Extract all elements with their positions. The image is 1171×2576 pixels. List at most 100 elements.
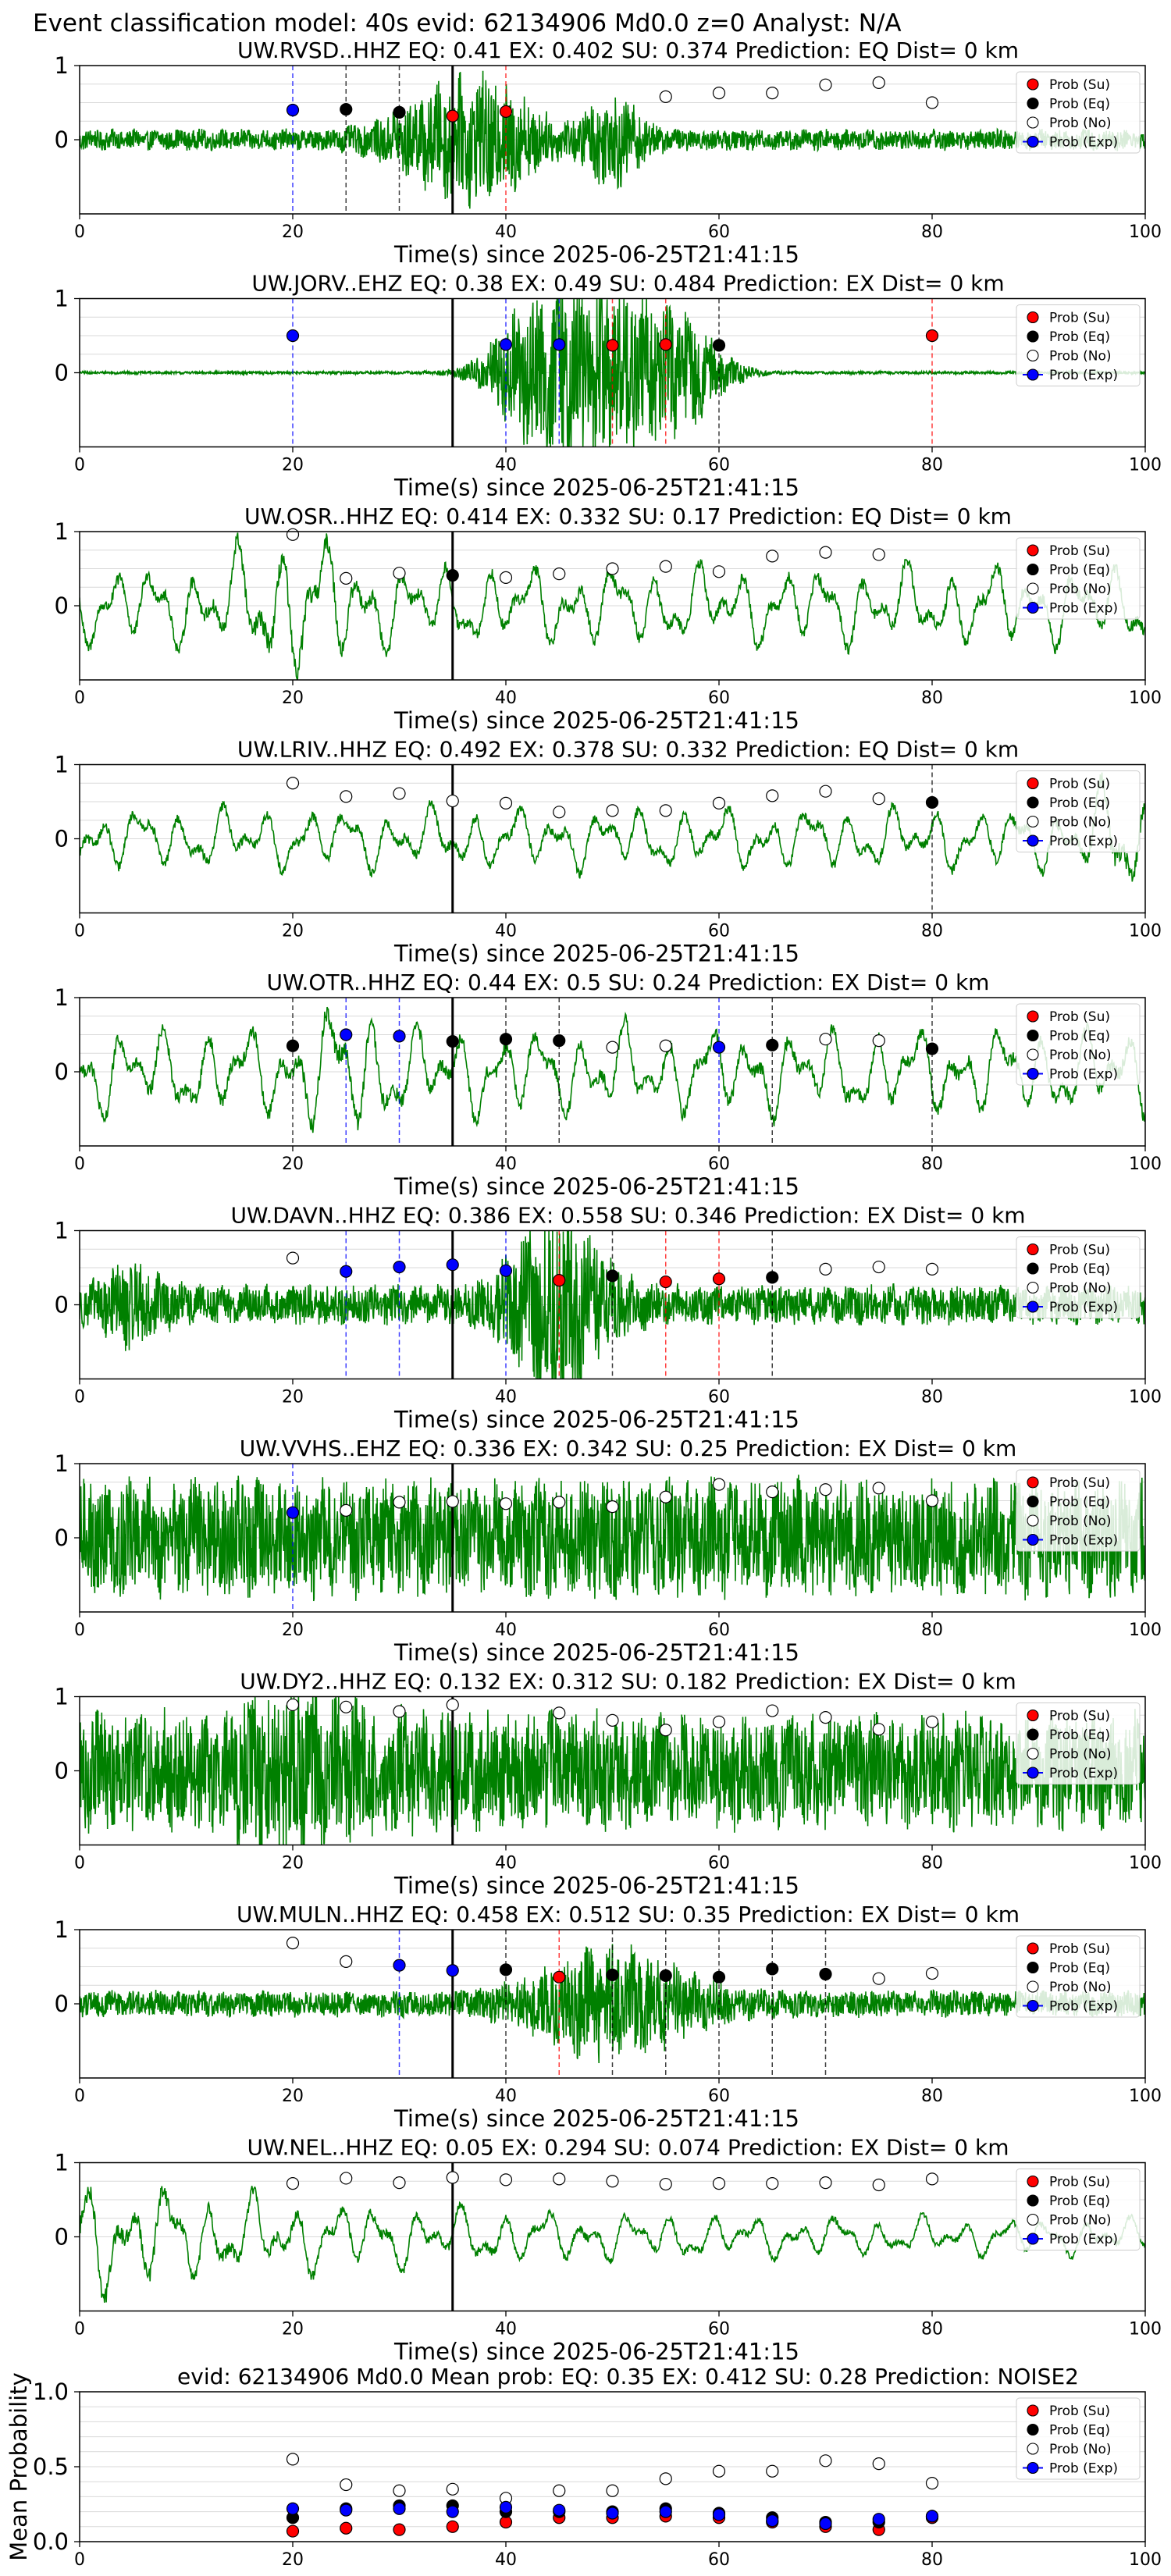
- prob-point-exp: [393, 1030, 406, 1043]
- x-tick-label: 60: [708, 222, 730, 242]
- panel-title: UW.MULN..HHZ EQ: 0.458 EX: 0.512 SU: 0.3…: [237, 1902, 1020, 1927]
- legend-marker-no: [1027, 1747, 1039, 1760]
- prob-point-eq: [712, 339, 726, 352]
- prob-point-no: [286, 2177, 300, 2190]
- prob-point-no: [499, 2173, 513, 2186]
- x-tick-label: 20: [282, 1155, 304, 1174]
- prob-point-no: [925, 1715, 939, 1728]
- legend-box: [1016, 1469, 1141, 1552]
- station-panel-7: UW.VVHS..EHZ EQ: 0.336 EX: 0.342 SU: 0.2…: [55, 1436, 1162, 1666]
- prob-point-no: [872, 2457, 885, 2471]
- x-tick-label: 20: [282, 922, 304, 941]
- prob-point-no: [553, 2172, 566, 2186]
- x-tick-label: 60: [708, 2550, 730, 2570]
- station-panel-5: UW.OTR..HHZ EQ: 0.44 EX: 0.5 SU: 0.24 Pr…: [55, 970, 1162, 1200]
- prob-point-su: [553, 1274, 566, 1287]
- legend-marker-eq: [1027, 1262, 1039, 1275]
- x-tick-label: 60: [708, 1854, 730, 1873]
- legend-label-no: Prob (No): [1049, 116, 1112, 131]
- legend: Prob (Su) Prob (Eq) Prob (No) Prob (Exp): [1016, 1469, 1141, 1552]
- legend: Prob (Su) Prob (Eq) Prob (No) Prob (Exp): [1016, 1703, 1141, 1784]
- prob-point-no: [925, 1262, 939, 1276]
- legend-label-no: Prob (No): [1049, 1980, 1112, 1995]
- panel-title: UW.LRIV..HHZ EQ: 0.492 EX: 0.378 SU: 0.3…: [237, 737, 1019, 763]
- y-tick-label: 0: [55, 2224, 69, 2250]
- prob-point-exp: [340, 1265, 353, 1278]
- prob-point-no: [819, 1483, 832, 1496]
- x-tick-label: 100: [1129, 1621, 1162, 1640]
- prob-point-no: [446, 2171, 459, 2184]
- y-tick-label: 0: [55, 1525, 69, 1551]
- prob-point-exp: [446, 2505, 459, 2518]
- prob-point-no: [659, 1490, 672, 1503]
- x-tick-label: 20: [282, 1854, 304, 1873]
- legend-label-su: Prob (Su): [1049, 543, 1110, 559]
- y-axis-label: Mean Probability: [5, 2372, 32, 2561]
- prob-point-su: [659, 338, 672, 351]
- x-tick-label: 80: [921, 1388, 943, 1407]
- x-tick-label: 100: [1129, 456, 1162, 475]
- legend-label-su: Prob (Su): [1049, 1009, 1110, 1025]
- x-axis-label: Time(s) since 2025-06-25T21:41:15: [393, 1407, 799, 1433]
- prob-point-no: [712, 1478, 726, 1491]
- x-tick-label: 40: [495, 2550, 517, 2570]
- legend-label-su: Prob (Su): [1049, 777, 1110, 792]
- prob-point-no: [286, 528, 300, 541]
- legend-marker-exp: [1027, 135, 1039, 148]
- x-tick-label: 100: [1129, 2320, 1162, 2339]
- legend-marker-no: [1027, 1281, 1039, 1294]
- legend-box: [1016, 304, 1141, 386]
- prob-point-no: [766, 789, 779, 802]
- plot-area: [80, 1230, 1145, 1379]
- legend-label-no: Prob (No): [1049, 815, 1112, 831]
- x-axis-label: Time(s) since 2025-06-25T21:41:15: [393, 241, 799, 268]
- prob-point-eq: [606, 1968, 619, 1982]
- prob-point-eq: [819, 1967, 832, 1981]
- x-axis-label: Time(s) since 2025-06-25T21:41:15: [393, 2105, 799, 2132]
- prob-point-no: [659, 804, 672, 817]
- prob-point-su: [712, 1272, 726, 1286]
- x-tick-label: 60: [708, 688, 730, 708]
- station-panel-6: UW.DAVN..HHZ EQ: 0.386 EX: 0.558 SU: 0.3…: [55, 1203, 1162, 1433]
- y-tick-label: 0.5: [33, 2453, 69, 2480]
- legend-marker-eq: [1027, 2423, 1039, 2436]
- legend-label-no: Prob (No): [1049, 1747, 1112, 1763]
- prob-point-no: [819, 2176, 832, 2190]
- x-tick-label: 40: [495, 222, 517, 242]
- legend-label-eq: Prob (Eq): [1049, 795, 1110, 811]
- legend: Prob (Su) Prob (Eq) Prob (No) Prob (Exp): [1016, 304, 1141, 386]
- y-tick-label: 1: [55, 286, 69, 312]
- legend: Prob (Su) Prob (Eq) Prob (No) Prob (Exp): [1016, 1935, 1141, 2018]
- legend-label-eq: Prob (Eq): [1049, 2194, 1110, 2209]
- x-tick-label: 40: [495, 1388, 517, 1407]
- prob-point-no: [553, 1496, 566, 1509]
- prob-point-no: [340, 2478, 353, 2492]
- x-axis-label: Time(s) since 2025-06-25T21:41:15: [393, 941, 799, 967]
- legend-marker-su: [1027, 777, 1039, 790]
- legend-label-exp: Prob (Exp): [1049, 1999, 1118, 2015]
- legend-label-su: Prob (Su): [1049, 1475, 1110, 1491]
- prob-point-no: [872, 792, 885, 806]
- waveform-trace: [80, 772, 1145, 882]
- x-tick-label: 0: [74, 222, 85, 242]
- legend-label-eq: Prob (Eq): [1049, 329, 1110, 345]
- panel-title: UW.NEL..HHZ EQ: 0.05 EX: 0.294 SU: 0.074…: [247, 2135, 1009, 2161]
- legend-label-exp: Prob (Exp): [1049, 1067, 1118, 1083]
- x-tick-label: 80: [921, 2320, 943, 2339]
- prob-point-exp: [872, 2513, 885, 2526]
- legend-label-no: Prob (No): [1049, 1281, 1112, 1297]
- x-tick-label: 80: [921, 1155, 943, 1174]
- x-tick-label: 0: [74, 688, 85, 708]
- x-tick-label: 40: [495, 2087, 517, 2106]
- legend-label-no: Prob (No): [1049, 582, 1112, 597]
- x-tick-label: 80: [921, 688, 943, 708]
- x-tick-label: 0: [74, 1155, 85, 1174]
- panel-title: UW.DAVN..HHZ EQ: 0.386 EX: 0.558 SU: 0.3…: [230, 1203, 1025, 1229]
- station-panel-1: UW.RVSD..HHZ EQ: 0.41 EX: 0.402 SU: 0.37…: [55, 37, 1162, 268]
- x-tick-label: 20: [282, 222, 304, 242]
- legend: Prob (Su) Prob (Eq) Prob (No) Prob (Exp): [1016, 2397, 1141, 2480]
- prob-point-no: [606, 2175, 619, 2188]
- legend-marker-exp: [1027, 601, 1039, 614]
- waveform-trace: [80, 1696, 1145, 1845]
- legend-box: [1016, 1003, 1141, 1086]
